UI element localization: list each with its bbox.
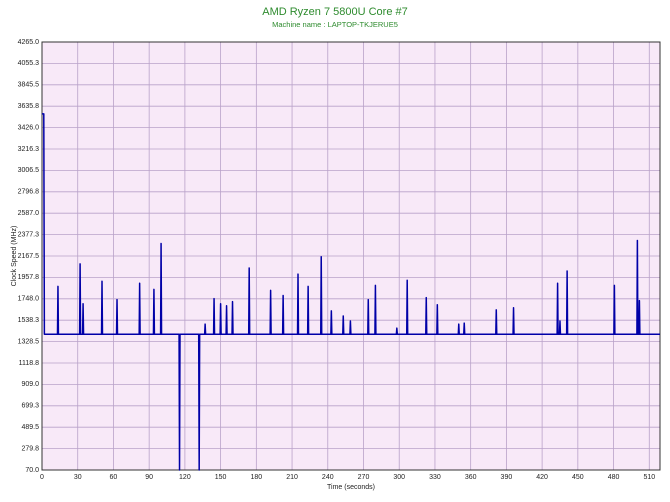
x-tick-label: 480	[608, 474, 620, 481]
x-tick-label: 360	[465, 474, 477, 481]
y-tick-label: 3216.3	[18, 146, 40, 153]
y-tick-label: 3006.5	[18, 167, 40, 174]
x-tick-label: 240	[322, 474, 334, 481]
chart-subtitle: Machine name : LAPTOP-TKJERUE5	[272, 20, 398, 29]
x-tick-label: 450	[572, 474, 584, 481]
x-tick-label: 120	[179, 474, 191, 481]
y-tick-label: 70.0	[25, 467, 39, 474]
y-tick-label: 2796.8	[18, 189, 40, 196]
x-tick-label: 330	[429, 474, 441, 481]
y-tick-label: 4055.3	[18, 60, 40, 67]
y-tick-label: 909.0	[21, 381, 39, 388]
x-tick-label: 420	[536, 474, 548, 481]
x-axis-title: Time (seconds)	[327, 484, 375, 491]
y-tick-label: 699.3	[21, 403, 39, 410]
y-tick-label: 489.5	[21, 424, 39, 431]
chart-title: AMD Ryzen 7 5800U Core #7	[262, 6, 408, 18]
series-line	[42, 113, 660, 471]
x-tick-label: 30	[74, 474, 82, 481]
y-tick-label: 2377.3	[18, 231, 40, 238]
x-tick-label: 180	[250, 474, 262, 481]
x-tick-label: 210	[286, 474, 298, 481]
y-tick-label: 2587.0	[18, 210, 40, 217]
y-tick-label: 3845.5	[18, 82, 40, 89]
y-tick-label: 1328.5	[18, 338, 40, 345]
y-tick-label: 3635.8	[18, 103, 40, 110]
x-tick-label: 60	[110, 474, 118, 481]
y-tick-label: 1538.3	[18, 317, 40, 324]
x-tick-label: 90	[145, 474, 153, 481]
y-tick-label: 1118.8	[19, 360, 39, 367]
x-tick-label: 510	[643, 474, 655, 481]
y-tick-label: 3426.0	[18, 124, 40, 131]
x-tick-label: 270	[358, 474, 370, 481]
x-tick-label: 300	[393, 474, 405, 481]
y-tick-label: 1957.8	[18, 274, 40, 281]
x-tick-label: 390	[501, 474, 513, 481]
y-axis-title: Clock Speed (MHz)	[11, 226, 18, 287]
y-tick-label: 1748.0	[18, 296, 40, 303]
y-tick-label: 4265.0	[18, 39, 40, 46]
y-tick-label: 2167.5	[18, 253, 40, 260]
y-tick-label: 279.8	[21, 445, 39, 452]
x-tick-label: 0	[40, 474, 44, 481]
plot-border	[41, 41, 661, 471]
x-tick-label: 150	[215, 474, 227, 481]
